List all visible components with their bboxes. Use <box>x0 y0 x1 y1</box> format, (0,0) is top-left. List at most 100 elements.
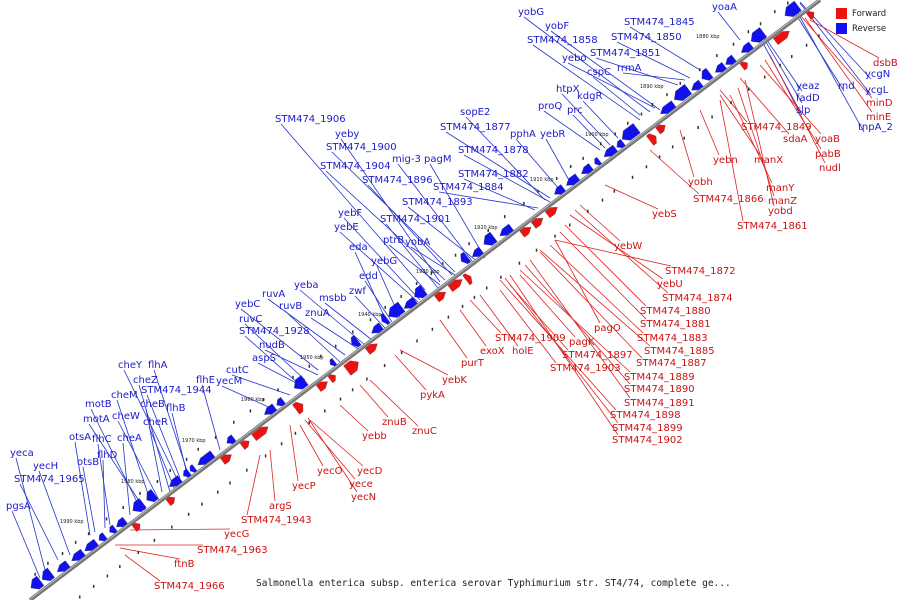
track-dot <box>730 101 732 105</box>
kbp-tick-label: 1920 kbp <box>474 225 498 231</box>
forward-gene-label-args: argS <box>269 501 292 512</box>
track-dot <box>711 115 713 119</box>
reverse-gene-label-motb: motB <box>85 399 112 410</box>
track-dot <box>523 201 525 205</box>
reverse-gene-45 <box>554 184 566 195</box>
track-dot <box>554 234 556 238</box>
leader-line-tnpa-2 <box>794 7 865 133</box>
track-dot <box>600 142 602 146</box>
leader-line-motb <box>90 408 141 509</box>
leader-line-stm474-1849 <box>719 89 748 123</box>
leader-line-otsa <box>74 441 91 536</box>
forward-gene-label-stm474-1909: STM474_1909 <box>495 333 566 344</box>
track-dot <box>614 132 617 136</box>
forward-gene-19 <box>251 426 269 441</box>
leader-line-sdaa <box>739 77 790 135</box>
kbp-tick-label: 1880 kbp <box>696 34 720 40</box>
reverse-gene-label-znua: znuA <box>305 308 330 319</box>
reverse-gene-label-chey: cheY <box>118 360 143 371</box>
track-dot <box>400 294 402 298</box>
forward-gene-44 <box>544 206 558 219</box>
leader-line-yech <box>38 470 71 556</box>
leader-line-mind <box>799 14 873 99</box>
gene-dots <box>34 1 820 599</box>
reverse-gene-21 <box>276 396 286 407</box>
forward-gene-label-znuc: znuC <box>412 426 437 437</box>
leader-line-chey <box>123 369 181 486</box>
track-dot <box>500 275 502 279</box>
leader-line-stm474-1887 <box>539 251 643 359</box>
reverse-gene-label-ycgl: ycgL <box>865 85 889 96</box>
forward-gene-36 <box>447 279 463 293</box>
forward-gene-label-stm474-1874: STM474_1874 <box>662 293 733 304</box>
leader-line-stm474-1885 <box>539 249 651 347</box>
reverse-gene-label-yeba: yeba <box>294 280 319 291</box>
track-dot <box>805 43 808 47</box>
track-dot <box>582 156 584 160</box>
reverse-gene-38 <box>460 251 472 265</box>
leader-line-stm474-1845 <box>629 26 701 71</box>
leader-line-pagm <box>429 163 486 259</box>
track-dot <box>171 525 173 529</box>
track-dot <box>201 502 203 506</box>
reverse-gene-label-stm474-1845: STM474_1845 <box>624 17 695 28</box>
track-dot <box>454 253 457 257</box>
reverse-gene-label-eda: eda <box>349 242 368 253</box>
leader-line-yebs <box>604 184 659 210</box>
track-dot <box>324 409 326 413</box>
reverse-gene-label-yeca: yeca <box>10 448 34 459</box>
track-dot <box>78 595 81 599</box>
leader-line-stm474-1909 <box>469 299 502 334</box>
reverse-gene-label-pagm: pagM <box>424 154 451 165</box>
forward-gene-52 <box>646 133 657 146</box>
forward-gene-label-yecn: yecN <box>351 492 376 503</box>
forward-gene-label-stm474-1963: STM474_1963 <box>197 545 268 556</box>
reverse-gene-61 <box>740 41 754 53</box>
leader-line-ftnb <box>119 547 181 560</box>
leader-line-ruva <box>267 298 346 356</box>
reverse-gene-label-yebo: yebo <box>562 53 587 64</box>
leader-line-mine <box>804 17 873 113</box>
leader-line-purt <box>439 319 468 359</box>
track-dot <box>683 136 685 140</box>
reverse-gene-label-flhd: flhD <box>97 450 118 461</box>
track-dot <box>292 375 294 379</box>
reverse-gene-49 <box>603 144 618 157</box>
track-dot <box>169 469 171 473</box>
track-dot <box>277 388 279 392</box>
leader-line-proq <box>543 110 601 151</box>
reverse-gene-56 <box>691 79 704 91</box>
reverse-gene-51 <box>621 123 641 141</box>
reverse-gene-label-cheb: cheB <box>140 399 165 410</box>
track-dot <box>679 81 682 85</box>
forward-gene-27 <box>343 360 359 376</box>
forward-gene-label-stm474-1849: STM474_1849 <box>741 122 812 133</box>
kbp-tick-label: 1930 kbp <box>416 269 440 275</box>
forward-gene-60 <box>739 61 748 71</box>
track-dot <box>763 75 766 79</box>
track-dot <box>400 351 403 355</box>
track-dot <box>774 10 776 14</box>
reverse-gene-12 <box>169 475 183 487</box>
track-dot <box>473 295 476 299</box>
track-dot <box>294 431 297 435</box>
reverse-gene-label-flhc: flhC <box>92 434 112 445</box>
forward-gene-label-yebk: yebK <box>442 375 467 386</box>
forward-gene-25 <box>327 374 336 384</box>
track-dot <box>233 420 235 424</box>
leader-line-yecg <box>129 528 231 531</box>
track-dot <box>106 574 109 578</box>
leader-line-chez <box>138 384 171 493</box>
reverse-gene-58 <box>714 62 727 73</box>
forward-gene-label-stm474-1898: STM474_1898 <box>610 410 681 421</box>
track-dot <box>601 198 604 202</box>
reverse-gene-label-rrma: rrmA <box>617 63 642 74</box>
reverse-gene-23 <box>294 375 309 390</box>
reverse-gene-39 <box>472 246 484 257</box>
legend-forward-swatch <box>836 8 847 19</box>
leader-line-ruvc <box>244 323 306 381</box>
forward-gene-label-stm474-1891: STM474_1891 <box>624 398 695 409</box>
kbp-tick-label: 1990 kbp <box>60 519 84 525</box>
forward-gene-label-stm474-1887: STM474_1887 <box>636 358 707 369</box>
